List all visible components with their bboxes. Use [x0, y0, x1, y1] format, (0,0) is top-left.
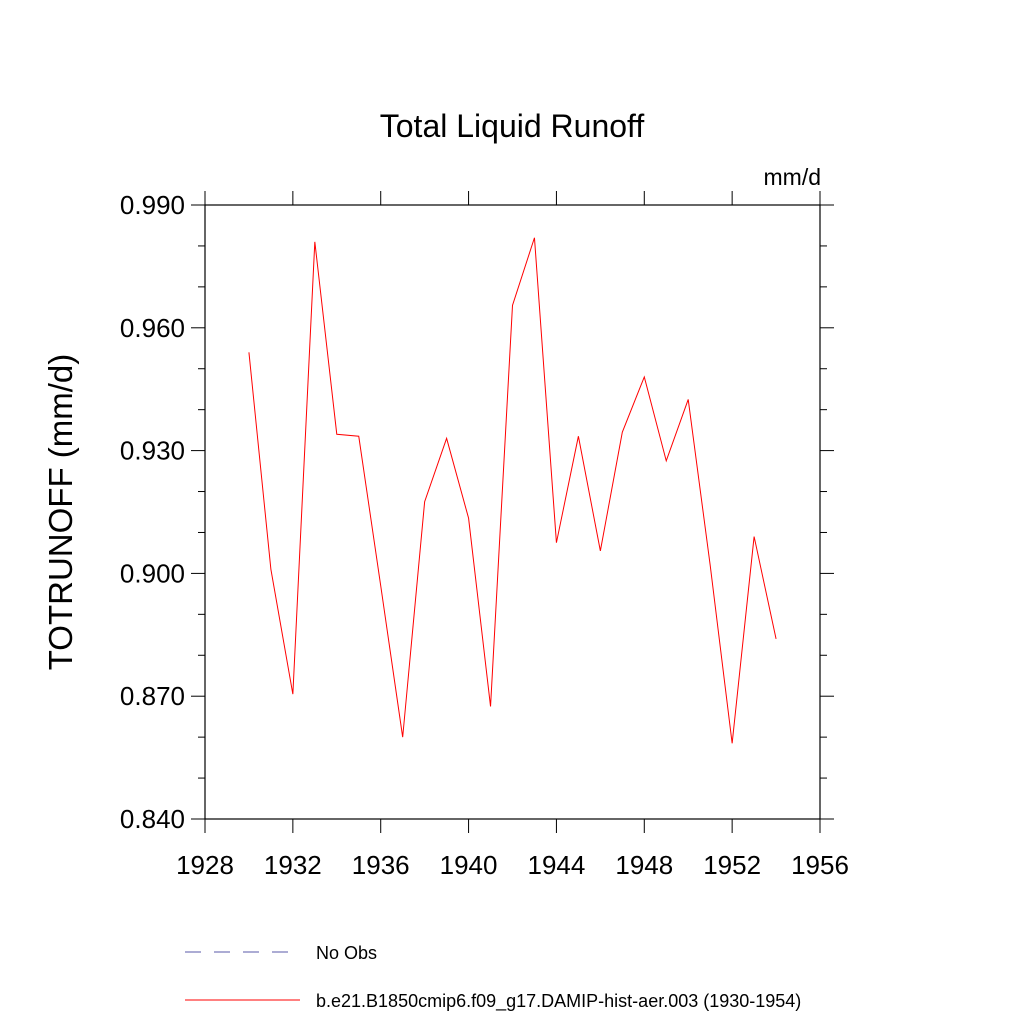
x-tick-label: 1956 — [791, 850, 849, 880]
units-label: mm/d — [764, 164, 822, 190]
x-tick-label: 1940 — [440, 850, 498, 880]
x-tick-label: 1948 — [615, 850, 673, 880]
y-tick-label: 0.900 — [120, 558, 185, 588]
chart-title: Total Liquid Runoff — [380, 108, 645, 144]
legend-label-model: b.e21.B1850cmip6.f09_g17.DAMIP-hist-aer.… — [316, 991, 801, 1012]
legend: No Obs b.e21.B1850cmip6.f09_g17.DAMIP-hi… — [185, 943, 801, 1012]
y-tick-label: 0.960 — [120, 313, 185, 343]
y-tick-label: 0.840 — [120, 804, 185, 834]
x-tick-label: 1932 — [264, 850, 322, 880]
x-tick-label: 1944 — [528, 850, 586, 880]
y-tick-label: 0.870 — [120, 681, 185, 711]
y-axis-label: TOTRUNOFF (mm/d) — [42, 354, 79, 671]
plot-frame — [204, 204, 821, 820]
x-ticks: 1928 1932 1936 1940 1944 1948 1952 1956 — [176, 191, 849, 880]
legend-label-no-obs: No Obs — [316, 943, 377, 963]
x-tick-label: 1952 — [703, 850, 761, 880]
y-tick-label: 0.990 — [120, 190, 185, 220]
series-layer — [248, 237, 777, 744]
x-tick-label: 1928 — [176, 850, 234, 880]
y-tick-label: 0.930 — [120, 436, 185, 466]
series-line — [248, 237, 777, 744]
y-ticks: 0.840 0.870 0.900 0.930 0.960 0.990 — [120, 190, 834, 834]
x-tick-label: 1936 — [352, 850, 410, 880]
